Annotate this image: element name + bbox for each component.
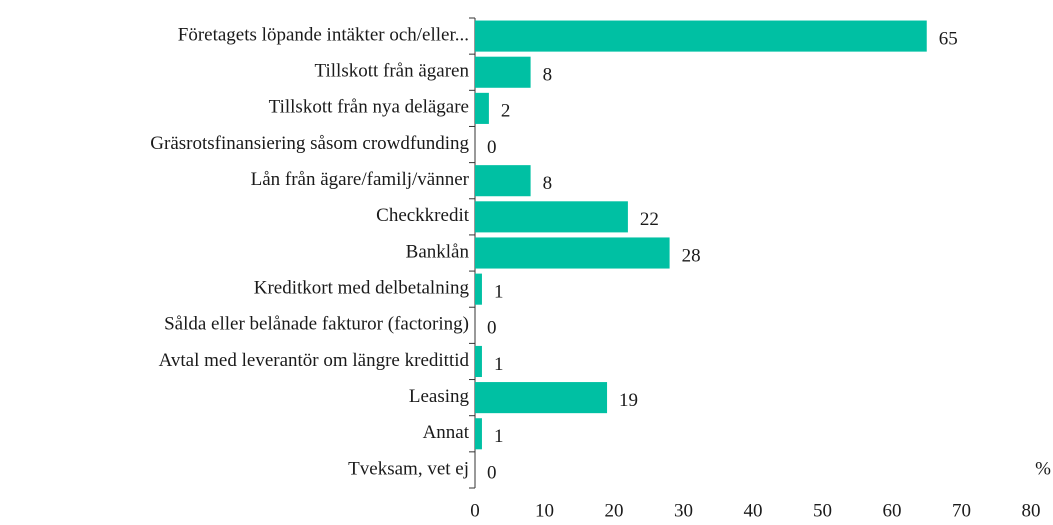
bar bbox=[475, 237, 670, 269]
y-tick-label: Checkkredit bbox=[376, 205, 470, 226]
x-tick-label: 40 bbox=[744, 500, 763, 521]
x-tick-label: 0 bbox=[470, 500, 480, 521]
bar bbox=[475, 418, 482, 450]
x-tick-label: 10 bbox=[535, 500, 554, 521]
y-tick-label: Företagets löpande intäkter och/eller... bbox=[178, 24, 469, 45]
x-axis-label: % bbox=[1035, 458, 1051, 479]
bar bbox=[475, 345, 482, 378]
bar bbox=[475, 92, 489, 124]
y-tick-label: Kreditkort med delbetalning bbox=[254, 278, 470, 299]
y-tick-label: Annat bbox=[423, 422, 470, 443]
bar bbox=[475, 273, 482, 305]
data-label: 22 bbox=[640, 209, 659, 230]
y-tick-label: Banklån bbox=[406, 241, 470, 262]
data-label: 28 bbox=[682, 245, 701, 266]
x-tick-label: 80 bbox=[1022, 500, 1041, 521]
data-label: 1 bbox=[494, 282, 504, 303]
data-label: 0 bbox=[487, 318, 497, 339]
bar bbox=[475, 201, 628, 233]
x-tick-label: 30 bbox=[674, 500, 693, 521]
x-tick-label: 20 bbox=[605, 500, 624, 521]
y-tick-label: Sålda eller belånade fakturor (factoring… bbox=[164, 314, 469, 335]
data-label: 0 bbox=[487, 137, 497, 158]
data-label: 0 bbox=[487, 462, 497, 483]
y-tick-label: Leasing bbox=[409, 386, 470, 407]
y-tick-label: Lån från ägare/familj/vänner bbox=[251, 169, 470, 190]
bar bbox=[475, 382, 608, 414]
y-tick-label: Tillskott från ägaren bbox=[315, 61, 470, 82]
data-label: 8 bbox=[543, 65, 553, 86]
bar bbox=[475, 165, 531, 197]
y-tick-label: Gräsrotsfinansiering såsom crowdfunding bbox=[150, 133, 469, 154]
data-label: 65 bbox=[939, 28, 958, 49]
x-tick-label: 60 bbox=[883, 500, 902, 521]
y-tick-label: Avtal med leverantör om längre kredittid bbox=[159, 350, 470, 371]
data-label: 19 bbox=[619, 390, 638, 411]
y-tick-label: Tillskott från nya delägare bbox=[269, 97, 469, 118]
data-label: 2 bbox=[501, 101, 511, 122]
x-tick-label: 50 bbox=[813, 500, 832, 521]
bar bbox=[475, 20, 927, 52]
data-label: 8 bbox=[543, 173, 553, 194]
x-tick-label: 70 bbox=[952, 500, 971, 521]
bar bbox=[475, 56, 531, 88]
y-tick-label: Tveksam, vet ej bbox=[348, 458, 469, 479]
data-label: 1 bbox=[494, 426, 504, 447]
data-label: 1 bbox=[494, 354, 504, 375]
